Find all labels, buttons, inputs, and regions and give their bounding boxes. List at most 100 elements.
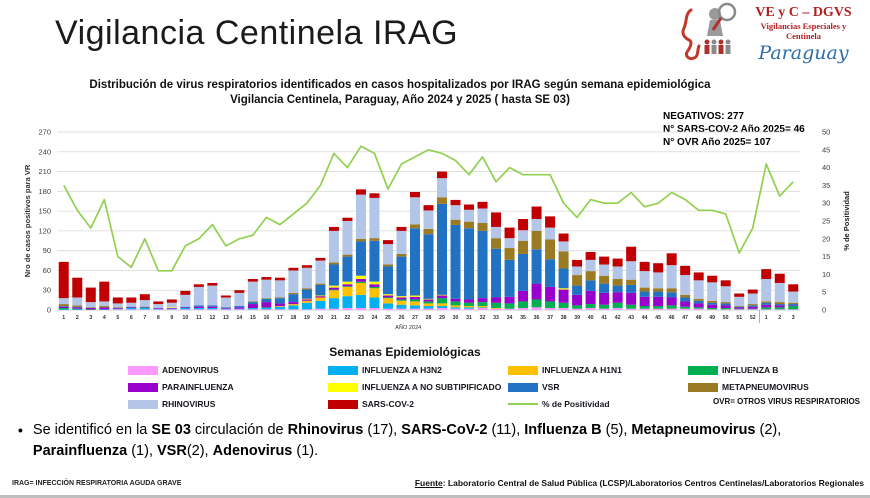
legend-label: PARAINFLUENZA — [162, 382, 234, 392]
bar-segment — [382, 240, 393, 245]
y-right-axis-title: % de Positividad — [842, 191, 851, 251]
bar-segment — [342, 217, 353, 221]
bar-segment — [234, 306, 245, 308]
bar-segment — [639, 271, 650, 288]
legend-label: RHINOVIRUS — [162, 399, 216, 409]
bar-segment — [437, 171, 448, 179]
bar-segment — [612, 308, 623, 310]
chart-title: Distribución de virus respiratorios iden… — [60, 78, 740, 108]
bar-segment — [180, 309, 191, 310]
bar-segment — [464, 204, 475, 210]
x-tick-label: 22 — [345, 315, 351, 321]
bar-segment — [734, 293, 745, 297]
y-left-tick: 210 — [38, 167, 51, 176]
bar-segment — [274, 298, 285, 304]
bar-segment — [423, 210, 434, 229]
people-icons — [704, 39, 731, 54]
bar-segment — [639, 296, 650, 307]
bar-segment — [58, 261, 69, 299]
bar-segment — [382, 298, 393, 304]
bar-segment — [382, 266, 393, 295]
bar-segment — [85, 307, 96, 309]
bar-segment — [423, 301, 434, 304]
bar-segment — [572, 259, 583, 267]
bar-segment — [464, 221, 475, 229]
bar-segment — [166, 308, 177, 310]
x-tick-label: 38 — [561, 315, 567, 321]
bar-segment — [139, 307, 150, 309]
legend-item: VSR — [508, 381, 688, 393]
bar-segment — [558, 289, 569, 303]
bar-segment — [396, 299, 407, 301]
bar-segment — [355, 275, 366, 280]
bar-segment — [180, 308, 191, 310]
bar-segment — [734, 306, 745, 308]
y-left-axis-title: Nro de casos positivos para VR — [23, 164, 32, 277]
logo-title: VE y C – DGVS — [755, 5, 852, 20]
chart-legend: ADENOVIRUS INFLUENZA A H3N2 INFLUENZA A H1… — [128, 364, 809, 410]
bar-segment — [720, 303, 731, 306]
bar-segment — [464, 209, 475, 222]
bar-segment — [491, 248, 502, 298]
legend-item: % de Positividad — [508, 398, 688, 410]
bar-segment — [545, 227, 556, 240]
y-right-tick: 40 — [822, 163, 830, 172]
bar-segment — [220, 295, 231, 298]
bar-segment — [396, 230, 407, 254]
bar-segment — [234, 290, 245, 293]
bar-segment — [261, 279, 272, 299]
bar-segment — [126, 308, 137, 310]
x-tick-label: 18 — [291, 315, 297, 321]
bar-segment — [531, 230, 542, 250]
bar-segment — [450, 219, 461, 225]
x-tick-label: 23 — [358, 315, 364, 321]
legend-label: INFLUENZA A NO SUBTIPIFICADO — [362, 382, 502, 392]
bar-segment — [477, 222, 488, 231]
summary-bullet: • Se identificó en la SE 03 circulación … — [18, 420, 856, 462]
bar-segment — [166, 309, 177, 310]
bar-segment — [396, 304, 407, 309]
bar-segment — [545, 286, 556, 302]
bar-segment — [423, 228, 434, 235]
bar-segment — [734, 308, 745, 310]
bar-segment — [328, 230, 339, 263]
chart-title-line2: Vigilancia Centinela, Paraguay, Año 2024… — [230, 94, 570, 106]
bar-segment — [409, 308, 420, 310]
bar-segment — [166, 307, 177, 309]
y-right-tick: 35 — [822, 181, 830, 190]
bar-segment — [761, 309, 772, 310]
x-tick-label: 14 — [236, 315, 242, 321]
x-tick-label: 7 — [143, 315, 146, 321]
x-tick-label: 35 — [520, 315, 526, 321]
bar-segment — [193, 306, 204, 309]
bar-segment — [504, 259, 515, 297]
x-tick-label: 1 — [62, 315, 65, 321]
bar-segment — [382, 295, 393, 298]
bar-segment — [450, 199, 461, 206]
bar-segment — [720, 305, 731, 309]
bar-segment — [761, 304, 772, 308]
bar-segment — [788, 284, 799, 292]
xaxis-title: Semanas Epidemiológicas — [329, 345, 481, 359]
y-left-tick: 180 — [38, 187, 51, 196]
bar-segment — [355, 241, 366, 276]
bar-segment — [234, 308, 245, 310]
bar-segment — [85, 309, 96, 310]
bar-segment — [274, 306, 285, 310]
legend-color-swatch — [128, 382, 158, 392]
bar-segment — [734, 296, 745, 307]
bar-segment — [423, 306, 434, 309]
bar-segment — [234, 307, 245, 309]
bar-segment — [126, 309, 137, 310]
bar-segment — [558, 288, 569, 290]
x-tick-label: 20 — [318, 315, 324, 321]
bar-segment — [72, 297, 83, 306]
bar-segment — [409, 228, 420, 296]
bar-segment — [504, 227, 515, 239]
bar-segment — [409, 299, 420, 302]
x-tick-label: 29 — [439, 315, 445, 321]
bar-segment — [720, 302, 731, 304]
bar-segment — [518, 253, 529, 291]
y-right-tick: 50 — [822, 128, 830, 137]
bar-segment — [369, 193, 380, 198]
